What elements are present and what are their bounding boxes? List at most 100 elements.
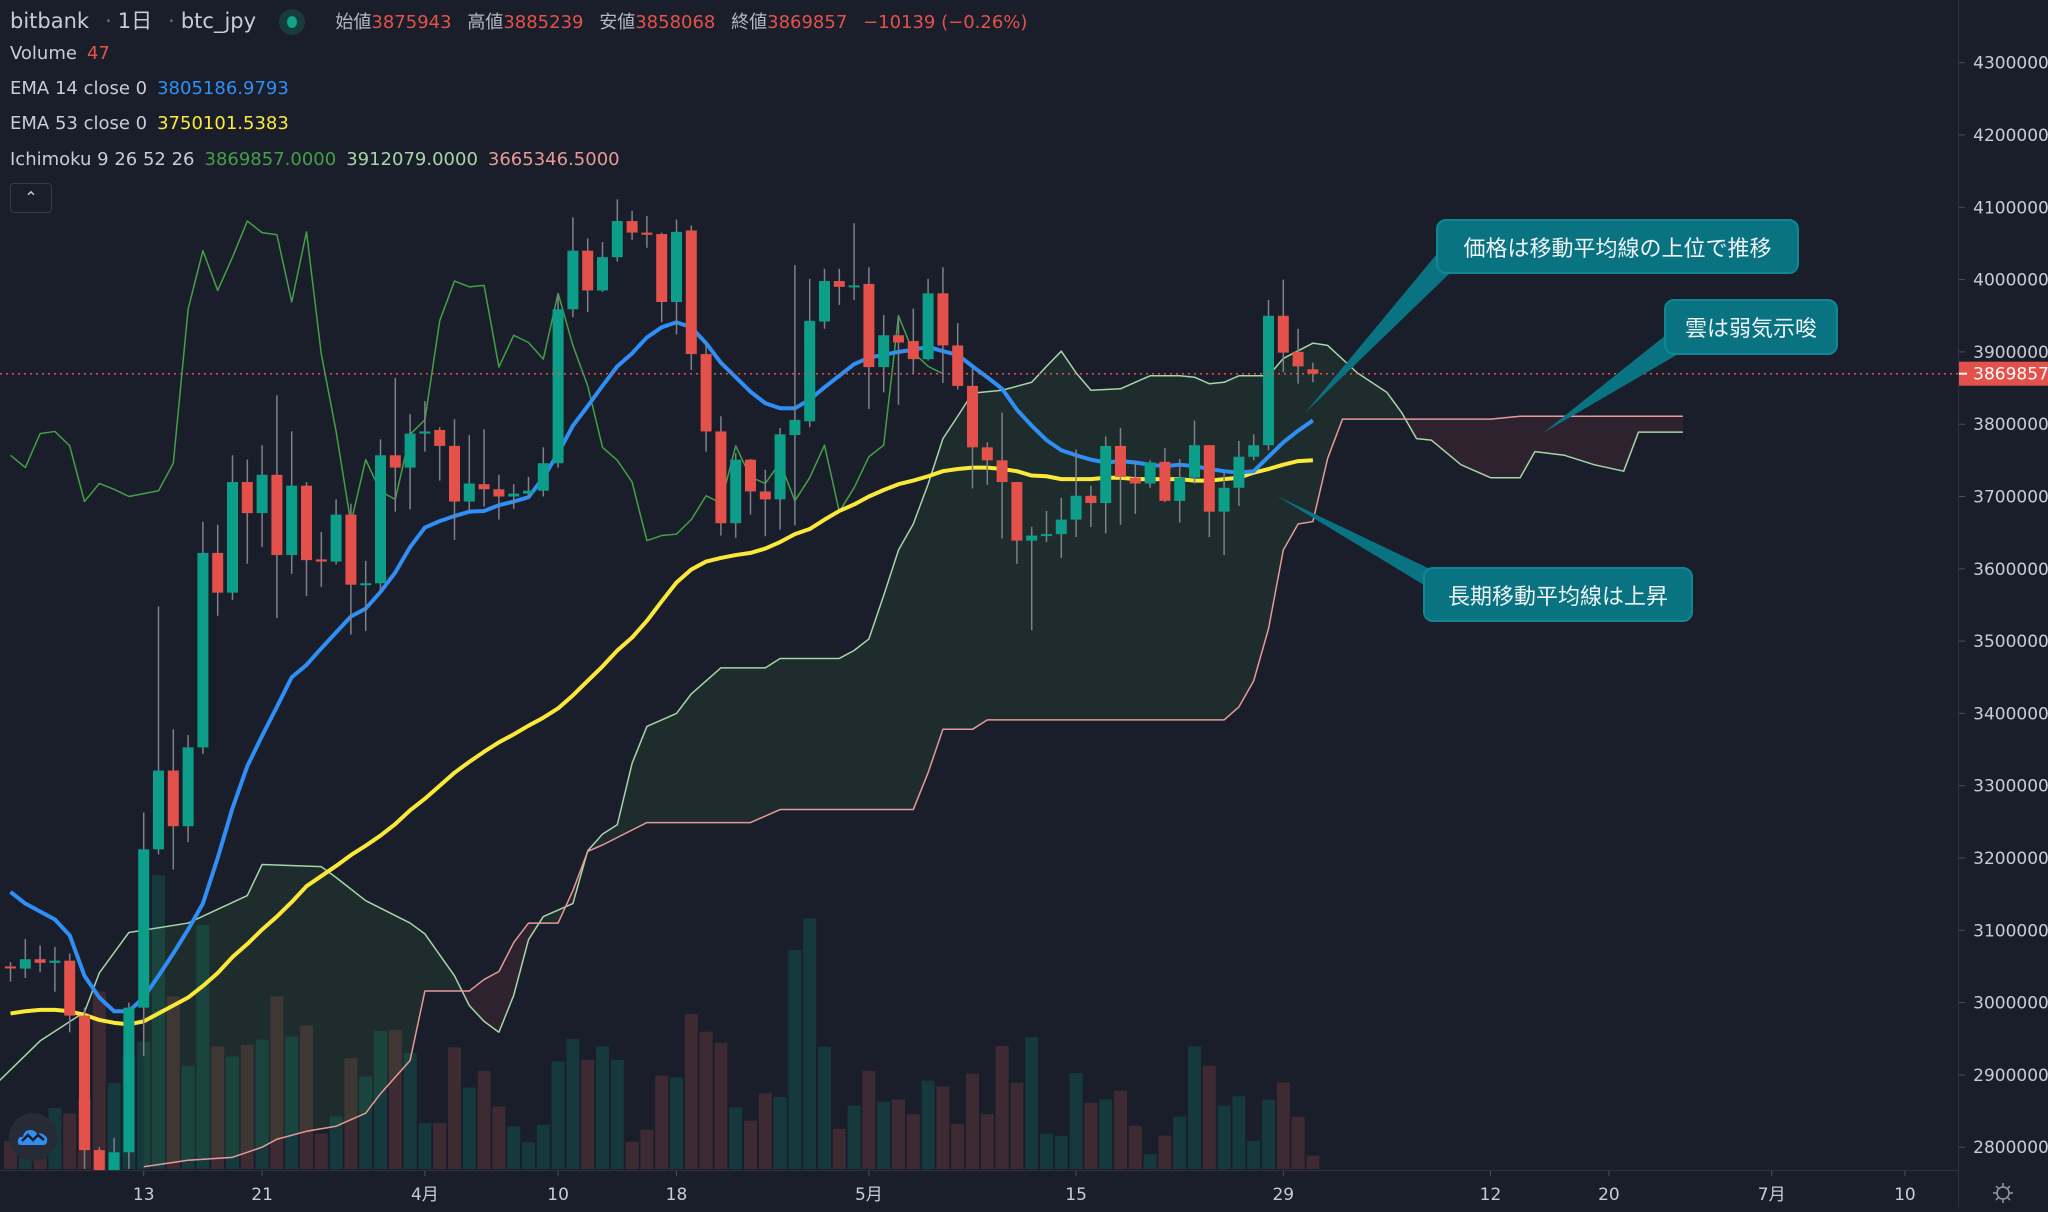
cloud-segment (262, 864, 270, 1148)
cloud-segment (402, 919, 411, 1069)
candle (1189, 420, 1200, 484)
callout-long-ma-rising[interactable]: 長期移動平均線は上昇 (1423, 567, 1693, 622)
cloud-segment (994, 390, 1003, 720)
candle-body (1070, 495, 1082, 520)
settings-gear-icon[interactable] (1990, 1180, 2016, 1206)
volume-bar (403, 1052, 417, 1169)
cloud-segment (269, 864, 277, 1144)
volume-bar (240, 1044, 254, 1169)
cloud-segment (868, 617, 877, 810)
interval[interactable]: 1日 (117, 9, 153, 33)
price-chart[interactable] (0, 0, 1958, 1170)
ichimoku-span-a-line (0, 342, 1683, 1082)
candle-body (197, 552, 209, 748)
candle (1085, 485, 1097, 527)
time-axis[interactable]: 13 21 4月 10 18 5月 15 29 12 20 7月 10 (0, 1170, 1958, 1208)
cloud-segment (1416, 419, 1424, 440)
cloud-segment (1616, 416, 1624, 472)
time-tick-label: 15 (1065, 1185, 1087, 1205)
ema14-legend[interactable]: EMA 14 close 0 3805186.9793 (10, 78, 299, 99)
cloud-segment (1209, 382, 1217, 720)
cloud-segment (1113, 388, 1121, 720)
price-tick-label: 3100000 (1973, 921, 2048, 941)
price-tick-label: 3300000 (1973, 777, 2048, 797)
current-price-label: 3869857 (1973, 365, 2048, 385)
candle (212, 524, 224, 616)
candle-body (1041, 534, 1052, 537)
candle-body (34, 959, 46, 963)
candle-body (626, 221, 638, 233)
symbol-legend[interactable]: bitbank · 1日 · btc_jpy 始値3875943 高値3885239 安… (10, 5, 1047, 35)
volume-bar (152, 875, 165, 1169)
cloud-segment (765, 663, 773, 817)
cloud-segment (691, 687, 699, 823)
candle (567, 217, 579, 318)
candle (848, 223, 860, 300)
cloud-segment (698, 680, 707, 823)
callout-cloud-bearish[interactable]: 雲は弱気示唆 (1664, 299, 1838, 355)
volume-bar (329, 1116, 343, 1169)
cloud-segment (920, 484, 929, 792)
candle-body (434, 429, 446, 446)
cloud-segment (513, 932, 522, 996)
time-tick-label: 13 (133, 1185, 155, 1205)
candle (419, 401, 431, 452)
candle-body (138, 849, 150, 1008)
cloud-segment (424, 933, 433, 992)
candle-body (907, 341, 919, 360)
candle (1100, 436, 1112, 534)
cloud-segment (254, 864, 263, 1150)
candle (153, 606, 164, 855)
candle (819, 268, 830, 329)
candle (626, 210, 638, 240)
tradingview-logo[interactable] (9, 1113, 57, 1161)
candle-body (937, 293, 949, 346)
cloud-segment (1527, 416, 1535, 465)
cloud-segment (809, 658, 818, 810)
volume-bar (744, 1120, 757, 1169)
callout-price-above-ma[interactable]: 価格は移動平均線の上位で推移 (1436, 219, 1799, 274)
volume-bar (966, 1073, 979, 1169)
candle (1263, 299, 1274, 451)
candle (671, 219, 682, 335)
candle-body (360, 583, 372, 586)
price-tick-label: 3400000 (1973, 704, 2048, 724)
candle (1174, 458, 1186, 523)
cloud-segment (861, 638, 869, 810)
cloud-segment (232, 899, 240, 1158)
volume-bar (670, 1077, 683, 1169)
cloud-segment (365, 900, 374, 1114)
candle-body (1144, 462, 1156, 484)
volume-bar (18, 1157, 32, 1169)
ichimoku-span-b-line (143, 415, 1683, 1168)
cloud-segment (1557, 416, 1565, 456)
candle-body (745, 459, 756, 492)
volume-bar (107, 1082, 121, 1169)
price-tick-label: 3900000 (1973, 343, 2048, 363)
volume-bar (1040, 1133, 1053, 1169)
collapse-legend-button[interactable]: ⌃ (10, 183, 52, 213)
symbol-name[interactable]: btc_jpy (180, 9, 257, 33)
cloud-segment (972, 392, 980, 730)
price-tick-label: 2800000 (1973, 1138, 2048, 1158)
callout-text: 長期移動平均線は上昇 (1447, 584, 1668, 610)
volume-bar (1306, 1155, 1320, 1169)
cloud-segment (313, 866, 322, 1131)
volume-bar (92, 991, 106, 1169)
volume-legend[interactable]: Volume 47 (10, 43, 120, 64)
ema53-legend[interactable]: EMA 53 close 0 3750101.5383 (10, 113, 299, 134)
candle (582, 238, 594, 313)
candle (700, 343, 712, 452)
candle-body (286, 485, 298, 556)
candle-body (1292, 351, 1304, 367)
ichimoku-legend[interactable]: Ichimoku 9 26 52 26 3869857.0000 3912079.0… (10, 149, 630, 170)
cloud-segment (1024, 382, 1032, 720)
cloud-segment (476, 979, 485, 1022)
candle-body (64, 960, 76, 1016)
volume-bar (951, 1123, 965, 1169)
price-axis-labels: 4300000 4200000 4100000 4000000 3900000 38000… (1959, 54, 2048, 1158)
cloud-segment (276, 865, 285, 1140)
volume-bar (995, 1045, 1009, 1169)
cloud-segment (1668, 416, 1676, 433)
price-axis[interactable]: 4300000 4200000 4100000 4000000 3900000 38000… (1958, 0, 2048, 1207)
